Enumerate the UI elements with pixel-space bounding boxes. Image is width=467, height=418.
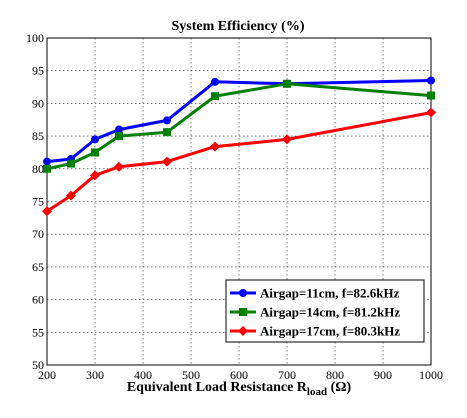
x-axis-label-unit: (Ω) [327, 380, 351, 395]
series-3-marker [66, 190, 76, 201]
y-tick-label: 85 [32, 129, 44, 143]
series-3-marker [282, 134, 292, 145]
legend-swatch-marker-2 [239, 308, 247, 316]
plot-frame [46, 37, 432, 366]
series-2-marker [427, 91, 435, 100]
y-tick-label: 60 [32, 293, 44, 307]
x-axis-label: Equivalent Load Resistance Rload (Ω) [127, 380, 352, 398]
x-tick-labels: 200 300 400 500 600 700 800 900 1000 [38, 368, 443, 382]
y-tick-label: 65 [32, 260, 44, 274]
legend-swatch-marker-1 [239, 289, 247, 297]
series-2-marker [163, 128, 171, 137]
y-tick-labels: 50 55 60 65 70 75 80 85 90 95 100 [26, 31, 44, 372]
series-3-marker [114, 161, 124, 172]
y-tick-label: 95 [32, 64, 44, 78]
y-tick-label: 100 [26, 31, 44, 45]
series-2-marker [283, 79, 291, 88]
legend-label-1: Airgap=11cm, f=82.6kHz [260, 286, 400, 301]
series-2-marker [211, 92, 219, 101]
x-axis-label-subscript: load [307, 386, 327, 398]
y-tick-label: 90 [32, 96, 44, 110]
legend-swatch-marker-3 [238, 326, 248, 336]
series-3-marker [426, 107, 436, 118]
series-line-1 [46, 79, 432, 164]
series-2-marker [67, 159, 75, 168]
series-2-marker [115, 132, 123, 141]
series-1-marker [427, 76, 435, 85]
series-2-marker [43, 164, 51, 173]
x-tick-label: 600 [230, 368, 248, 382]
series-1-marker [43, 157, 51, 166]
x-axis-label-main: Equivalent Load Resistance R [127, 380, 308, 395]
series-1-marker [115, 125, 123, 134]
y-tick-label: 70 [32, 227, 44, 241]
y-tick-label: 50 [32, 358, 44, 372]
x-tick-label: 700 [278, 368, 296, 382]
y-tick-label: 75 [32, 195, 44, 209]
series-1-marker [91, 135, 99, 144]
series-3-marker [162, 156, 172, 167]
legend-label-2: Airgap=14cm, f=81.2kHz [260, 305, 400, 320]
series-1-marker [211, 77, 219, 86]
x-tick-label: 200 [38, 368, 56, 382]
series-3-marker [210, 141, 220, 152]
y-tick-label: 55 [32, 325, 44, 339]
x-tick-label: 1000 [419, 368, 443, 382]
series-3-marker [90, 170, 100, 181]
series-1-marker [163, 116, 171, 125]
legend: Airgap=11cm, f=82.6kHz Airgap=14cm, f=81.… [225, 279, 425, 343]
x-tick-label: 800 [326, 368, 344, 382]
series-3-marker [42, 206, 52, 217]
legend-box [225, 279, 425, 343]
series-2-marker [91, 148, 99, 157]
legend-label-3: Airgap=17cm, f=80.3kHz [260, 324, 400, 339]
x-tick-label: 500 [182, 368, 200, 382]
series-line-3 [46, 111, 432, 213]
y-tick-label: 80 [32, 162, 44, 176]
x-tick-label: 900 [374, 368, 392, 382]
x-tick-label: 300 [86, 368, 104, 382]
x-tick-label: 400 [134, 368, 152, 382]
series-lines [42, 76, 436, 217]
chart-title: System Efficiency (%) [172, 19, 305, 34]
